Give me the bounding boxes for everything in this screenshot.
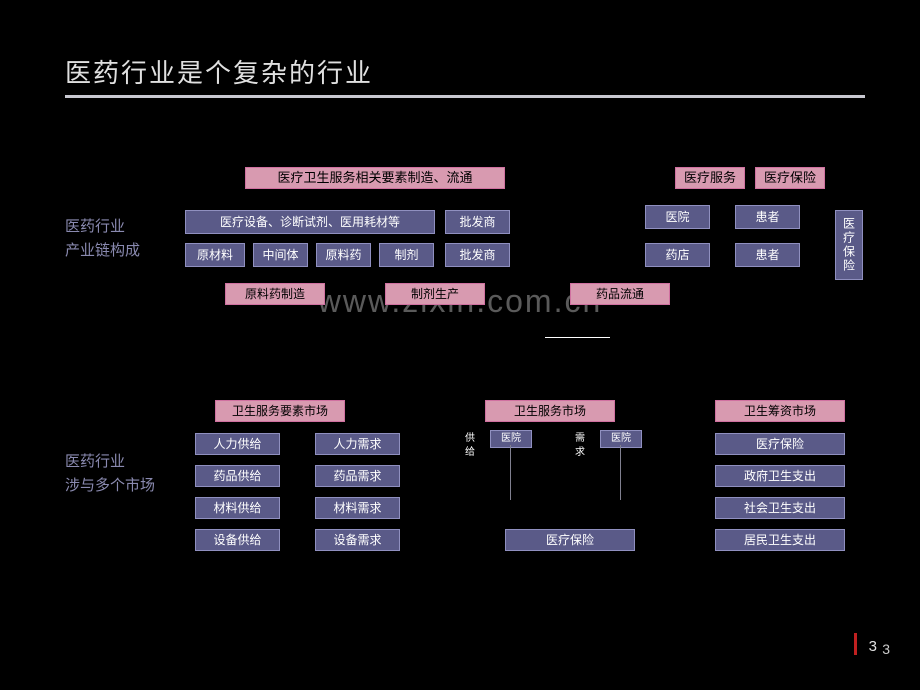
col2-left-bar xyxy=(510,445,511,500)
col2-left-lbl2: 给 xyxy=(465,447,479,458)
box-row2-a6: 药店 xyxy=(645,243,710,267)
pink-footer-f1: 原料药制造 xyxy=(225,283,325,305)
section1-label-line1: 医药行业 xyxy=(65,215,140,239)
col3-r4: 居民卫生支出 xyxy=(715,529,845,551)
box-row1-c3: 医院 xyxy=(645,205,710,229)
col3-r2: 政府卫生支出 xyxy=(715,465,845,487)
col1-r4b: 设备需求 xyxy=(315,529,400,551)
section2-label: 医药行业 涉与多个市场 xyxy=(65,450,155,498)
section1-label-line2: 产业链构成 xyxy=(65,239,140,263)
box-row2-a4: 制剂 xyxy=(379,243,434,267)
box-row2-a7: 患者 xyxy=(735,243,800,267)
col3-header: 卫生筹资市场 xyxy=(715,400,845,422)
section1-label: 医药行业 产业链构成 xyxy=(65,215,140,263)
box-row2-a2: 中间体 xyxy=(253,243,308,267)
box-row2-a1: 原材料 xyxy=(185,243,245,267)
col2-right-bar xyxy=(620,445,621,500)
box-row1-c4: 患者 xyxy=(735,205,800,229)
col2-right-lbl1: 需 xyxy=(575,433,589,444)
pink-footer-f2: 制剂生产 xyxy=(385,283,485,305)
col2-right-lbl2: 求 xyxy=(575,447,589,458)
slide-title: 医药行业是个复杂的行业 xyxy=(65,53,373,90)
page-mark xyxy=(854,633,857,655)
box-row1-wide: 医疗设备、诊断试剂、医用耗材等 xyxy=(185,210,435,234)
slide-frame: 医药行业是个复杂的行业 www.zixin.com.cn 医药行业 产业链构成 … xyxy=(15,15,905,675)
box-row1-c2: 批发商 xyxy=(445,210,510,234)
title-underline xyxy=(65,95,865,98)
box-row2-a3: 原料药 xyxy=(316,243,371,267)
col1-r1a: 人力供给 xyxy=(195,433,280,455)
page-number: 3 xyxy=(869,638,877,655)
col1-r2a: 药品供给 xyxy=(195,465,280,487)
col3-r3: 社会卫生支出 xyxy=(715,497,845,519)
col1-header: 卫生服务要素市场 xyxy=(215,400,345,422)
col3-r1: 医疗保险 xyxy=(715,433,845,455)
col2-header: 卫生服务市场 xyxy=(485,400,615,422)
col1-r4a: 设备供给 xyxy=(195,529,280,551)
pink-header-left: 医疗卫生服务相关要素制造、流通 xyxy=(245,167,505,189)
col2-bottom: 医疗保险 xyxy=(505,529,635,551)
connector-line xyxy=(545,337,610,338)
col1-r3a: 材料供给 xyxy=(195,497,280,519)
pink-header-right1: 医疗服务 xyxy=(675,167,745,189)
section2-label-line1: 医药行业 xyxy=(65,450,155,474)
col2-left-label: 医院 xyxy=(490,430,532,448)
col2-left-lbl1: 供 xyxy=(465,433,479,444)
pink-header-right2: 医疗保险 xyxy=(755,167,825,189)
col1-r1b: 人力需求 xyxy=(315,433,400,455)
box-row2-a5: 批发商 xyxy=(445,243,510,267)
section2-label-line2: 涉与多个市场 xyxy=(65,474,155,498)
box-vertical-insurance: 医疗保险 xyxy=(835,210,863,280)
col2-right-label: 医院 xyxy=(600,430,642,448)
col1-r2b: 药品需求 xyxy=(315,465,400,487)
col1-r3b: 材料需求 xyxy=(315,497,400,519)
pink-footer-f3: 药品流通 xyxy=(570,283,670,305)
page-number-small: 3 xyxy=(882,641,890,657)
